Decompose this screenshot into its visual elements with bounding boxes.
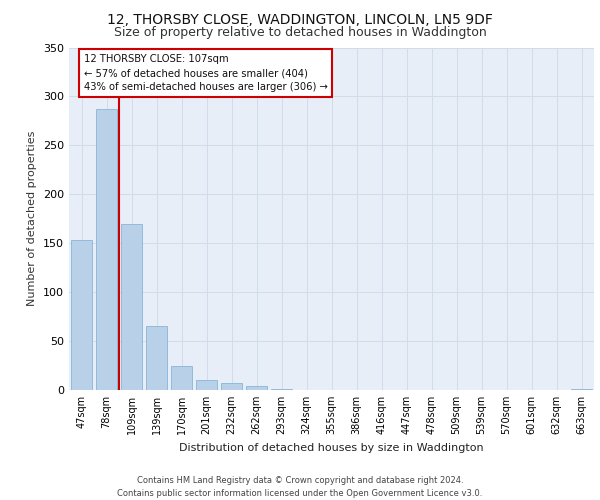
Bar (96, 109, 117, 390)
Bar (221, 383, 242, 390)
Bar (121, 224, 142, 390)
Y-axis label: Number of detached properties: Number of detached properties (28, 131, 37, 306)
Text: Size of property relative to detached houses in Waddington: Size of property relative to detached ho… (113, 26, 487, 39)
Text: 12, THORSBY CLOSE, WADDINGTON, LINCOLN, LN5 9DF: 12, THORSBY CLOSE, WADDINGTON, LINCOLN, … (107, 12, 493, 26)
Bar (196, 380, 217, 390)
Text: Contains HM Land Registry data © Crown copyright and database right 2024.
Contai: Contains HM Land Registry data © Crown c… (118, 476, 482, 498)
Bar (71, 240, 92, 390)
Text: 12 THORSBY CLOSE: 107sqm
← 57% of detached houses are smaller (404)
43% of semi-: 12 THORSBY CLOSE: 107sqm ← 57% of detach… (83, 54, 328, 92)
Bar (146, 326, 167, 390)
Bar (171, 366, 192, 390)
Bar (246, 386, 267, 390)
Bar (571, 389, 592, 390)
Bar (271, 389, 292, 390)
X-axis label: Distribution of detached houses by size in Waddington: Distribution of detached houses by size … (179, 442, 484, 452)
